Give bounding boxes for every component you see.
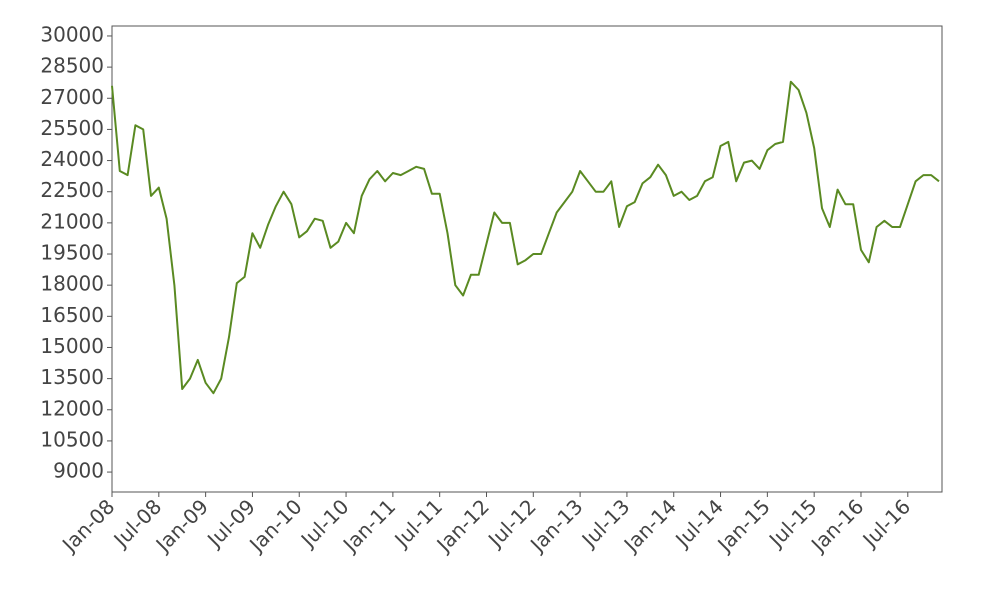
y-tick-label: 13500 [40, 365, 104, 389]
x-tick-label: Jan-13 [524, 494, 587, 557]
y-tick-label: 15000 [40, 334, 104, 358]
x-tick-label: Jan-08 [56, 494, 119, 557]
y-tick-label: 12000 [40, 396, 104, 420]
y-tick-label: 28500 [40, 54, 104, 78]
x-tick-label: Jan-12 [431, 494, 494, 557]
y-tick-label: 21000 [40, 209, 104, 233]
x-tick-label: Jan-11 [337, 494, 400, 557]
x-tick-label: Jan-15 [711, 494, 774, 557]
x-tick-label: Jul-16 [857, 494, 916, 553]
x-tick-label: Jan-09 [150, 494, 213, 557]
y-tick-label: 9000 [53, 459, 104, 483]
x-tick-label: Jan-14 [618, 494, 681, 557]
y-tick-label: 10500 [40, 427, 104, 451]
y-tick-label: 24000 [40, 147, 104, 171]
y-tick-label: 19500 [40, 241, 104, 265]
plot-frame [111, 25, 943, 493]
line-series [111, 80, 940, 395]
y-tick-label: 16500 [40, 303, 104, 327]
y-tick-label: 18000 [40, 272, 104, 296]
y-tick-label: 30000 [40, 22, 104, 46]
y-tick-label: 22500 [40, 178, 104, 202]
y-tick-label: 25500 [40, 116, 104, 140]
x-tick-label: Jan-16 [805, 494, 868, 557]
x-tick-label: Jan-10 [243, 494, 306, 557]
y-tick-label: 27000 [40, 85, 104, 109]
